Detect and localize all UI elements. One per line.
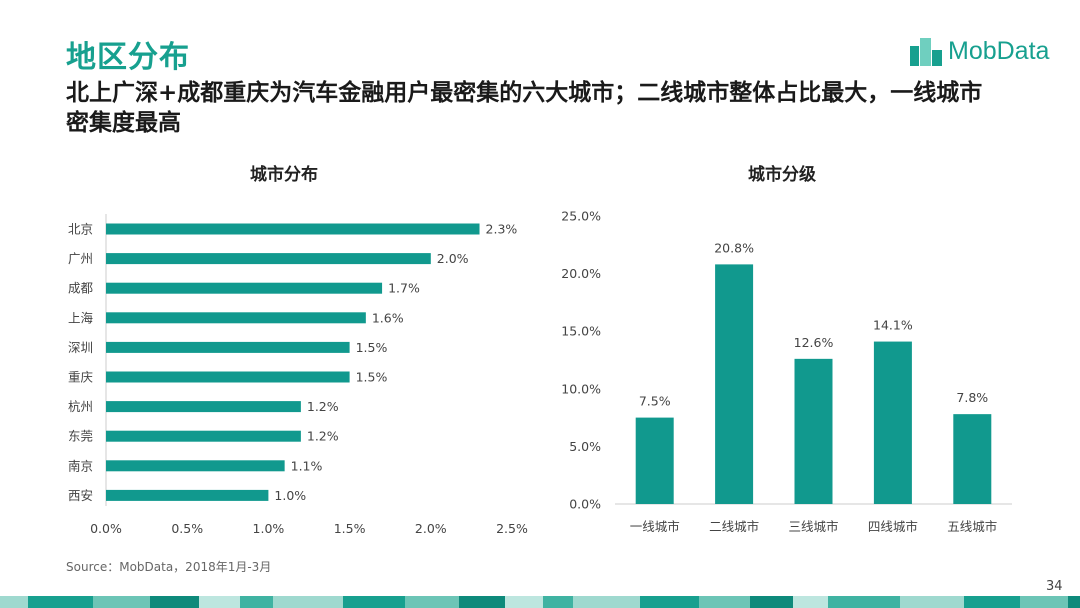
data-label: 20.8% (714, 240, 754, 255)
bar (794, 358, 833, 504)
band-segment (1068, 596, 1080, 608)
bar (106, 401, 301, 413)
category-label: 成都 (68, 281, 94, 296)
category-label: 三线城市 (788, 519, 838, 534)
category-label: 西安 (68, 488, 93, 503)
data-label: 1.1% (291, 458, 323, 473)
bar (635, 417, 674, 504)
band-segment (573, 596, 640, 608)
band-segment (543, 596, 573, 608)
category-label: 广州 (68, 251, 93, 266)
bar (106, 371, 350, 383)
data-label: 1.0% (274, 488, 306, 503)
band-segment (900, 596, 964, 608)
data-label: 7.8% (956, 390, 988, 405)
category-label: 一线城市 (630, 519, 680, 534)
x-tick-label: 2.5% (496, 521, 528, 536)
band-segment (150, 596, 199, 608)
band-segment (828, 596, 900, 608)
band-segment (699, 596, 750, 608)
y-tick-label: 5.0% (569, 439, 601, 454)
x-tick-label: 2.0% (415, 521, 447, 536)
category-label: 重庆 (68, 370, 94, 385)
band-segment (273, 596, 343, 608)
bar (953, 414, 992, 504)
band-segment (459, 596, 505, 608)
x-tick-label: 0.5% (171, 521, 203, 536)
category-label: 深圳 (68, 340, 93, 355)
mobdata-logo-icon (910, 38, 942, 66)
x-tick-label: 1.0% (253, 521, 285, 536)
x-tick-label: 1.5% (334, 521, 366, 536)
y-tick-label: 15.0% (561, 324, 601, 339)
band-segment (0, 596, 28, 608)
band-segment (405, 596, 459, 608)
data-label: 1.5% (356, 370, 388, 385)
data-label: 1.6% (372, 310, 404, 325)
page-number: 34 (1046, 579, 1063, 594)
category-label: 五线城市 (947, 519, 997, 534)
band-segment (343, 596, 405, 608)
band-segment (964, 596, 1020, 608)
bar (106, 460, 285, 472)
category-label: 上海 (68, 310, 94, 325)
y-tick-label: 25.0% (561, 209, 601, 224)
bar (106, 489, 269, 501)
category-label: 南京 (68, 458, 93, 473)
source-note: Source：MobData，2018年1月-3月 (66, 560, 272, 574)
bar (106, 312, 366, 324)
band-segment (505, 596, 543, 608)
section-title: 地区分布 (66, 40, 190, 75)
x-tick-label: 0.0% (90, 521, 122, 536)
bar (873, 341, 912, 504)
bar (715, 264, 754, 504)
category-label: 杭州 (68, 399, 93, 414)
logo: MobData (910, 34, 1049, 68)
band-segment (240, 596, 273, 608)
headline: 北上广深+成都重庆为汽车金融用户最密集的六大城市；二线城市整体占比最大，一线城市… (66, 80, 983, 136)
city-distribution-chart: 北京 2.3% 广州 2.0% 成都 1.7% 上海 1.6% 深圳 1.5% 重庆 1.5% 杭州 1.… (68, 214, 528, 536)
data-label: 12.6% (794, 335, 834, 350)
y-tick-label: 0.0% (569, 497, 601, 512)
data-label: 7.5% (639, 394, 671, 409)
data-label: 14.1% (873, 318, 913, 333)
logo-text: MobData (948, 36, 1050, 65)
city-distribution-title: 城市分布 (250, 165, 318, 185)
bar (106, 341, 350, 353)
band-segment (93, 596, 150, 608)
data-label: 2.0% (437, 251, 469, 266)
band-segment (640, 596, 699, 608)
y-tick-label: 20.0% (561, 266, 601, 281)
band-segment (793, 596, 828, 608)
data-label: 1.2% (307, 429, 339, 444)
band-segment (199, 596, 240, 608)
data-label: 1.5% (356, 340, 388, 355)
bottom-band (0, 596, 1080, 608)
band-segment (750, 596, 793, 608)
category-label: 北京 (68, 222, 93, 237)
band-segment (1020, 596, 1068, 608)
band-segment (28, 596, 93, 608)
bar (106, 430, 301, 442)
bar (106, 282, 383, 294)
bar (106, 223, 480, 235)
city-tier-title: 城市分级 (748, 165, 816, 185)
data-label: 1.7% (388, 281, 420, 296)
category-label: 二线城市 (709, 519, 759, 534)
city-tier-chart: 0.0% 5.0% 10.0% 15.0% 20.0% 25.0% 7.5% 一线城市 20.8… (561, 209, 1012, 534)
data-label: 2.3% (486, 222, 518, 237)
bar (106, 253, 431, 265)
data-label: 1.2% (307, 399, 339, 414)
category-label: 四线城市 (868, 519, 918, 534)
y-tick-label: 10.0% (561, 381, 601, 396)
category-label: 东莞 (68, 429, 93, 444)
